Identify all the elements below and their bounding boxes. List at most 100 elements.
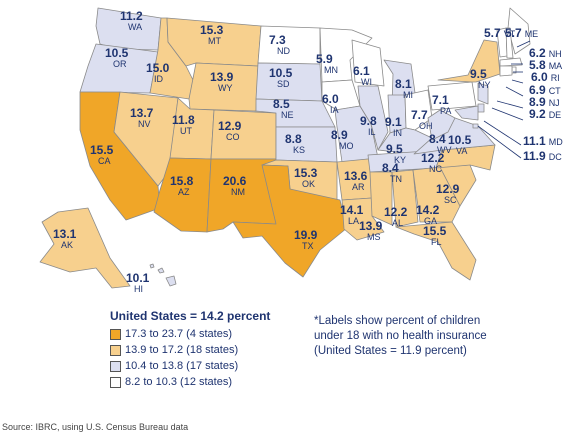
state-abbrev: HI xyxy=(134,284,143,294)
state-value: 8.5 xyxy=(273,97,290,111)
legend-item: 8.2 to 10.3 (12 states) xyxy=(110,374,310,390)
state-label-ms: 13.9 MS xyxy=(359,219,383,242)
state-label-oh: 7.7 OH xyxy=(411,108,433,131)
legend-swatch xyxy=(110,344,121,356)
state-value: 15.5 xyxy=(423,224,447,238)
state-abbrev: NJ xyxy=(549,98,560,108)
state-abbrev: OR xyxy=(113,59,127,69)
state-co xyxy=(210,109,277,160)
state-abbrev: MI xyxy=(403,90,413,100)
state-nc xyxy=(435,144,496,171)
state-value: 15.8 xyxy=(170,174,194,188)
state-value: 12.9 xyxy=(218,119,242,133)
legend-item-label: 8.2 to 10.3 (12 states) xyxy=(125,376,233,388)
state-value: 9.2 xyxy=(529,107,546,121)
state-label-de: 9.2 DE xyxy=(529,107,561,121)
state-abbrev: CO xyxy=(226,132,240,142)
state-value: 11.8 xyxy=(172,113,195,127)
state-md xyxy=(454,105,479,121)
state-value: 7.3 xyxy=(269,33,286,47)
state-label-wa: 11.2 WA xyxy=(120,9,143,32)
state-label-al: 12.2 AL xyxy=(384,205,408,228)
state-value: 13.6 xyxy=(344,169,368,183)
footnote-line: (United States = 11.9 percent) xyxy=(314,345,467,357)
footnote-line: under 18 with no health insurance xyxy=(314,330,487,342)
state-ct xyxy=(499,65,513,77)
state-abbrev: NY xyxy=(478,80,491,90)
state-label-co: 12.9 CO xyxy=(218,119,242,142)
state-value: 7.1 xyxy=(432,93,449,107)
state-dc xyxy=(472,123,479,129)
legend-item: 13.9 to 17.2 (18 states) xyxy=(110,342,310,358)
state-wv xyxy=(427,109,456,141)
state-value: 12.9 xyxy=(436,182,460,196)
state-abbrev: LA xyxy=(348,216,359,226)
state-value: 8.4 xyxy=(382,161,399,175)
legend-swatch xyxy=(110,360,121,372)
state-label-la: 14.1 LA xyxy=(340,203,364,226)
state-value: 8.9 xyxy=(331,128,348,142)
state-value: 5.7 xyxy=(505,26,522,40)
state-label-ks: 8.8 KS xyxy=(285,132,305,155)
state-abbrev: OK xyxy=(302,179,315,189)
state-abbrev: WA xyxy=(128,22,142,32)
legend: United States = 14.2 percent 17.3 to 23.… xyxy=(110,309,310,390)
state-abbrev: NM xyxy=(231,187,245,197)
state-label-nc: 12.2 NC xyxy=(421,151,445,174)
state-value: 13.7 xyxy=(130,106,154,120)
state-al xyxy=(391,169,419,228)
state-label-ma: 5.8 MA xyxy=(529,58,562,72)
state-value: 20.6 xyxy=(223,174,247,188)
state-oh xyxy=(404,89,433,131)
state-abbrev: KY xyxy=(394,155,406,165)
state-abbrev: IN xyxy=(393,128,402,138)
state-abbrev: ME xyxy=(525,29,539,39)
state-value: 14.2 xyxy=(416,203,440,217)
state-label-nj: 8.9 NJ xyxy=(529,95,560,109)
state-value: 8.1 xyxy=(395,77,412,91)
state-nj xyxy=(477,82,489,105)
state-abbrev: RI xyxy=(551,73,560,83)
state-abbrev: MS xyxy=(367,232,381,242)
state-label-ia: 6.0 IA xyxy=(322,92,339,115)
legend-item-label: 13.9 to 17.2 (18 states) xyxy=(125,344,239,356)
state-abbrev: VA xyxy=(456,146,467,156)
state-abbrev: OH xyxy=(419,121,433,131)
state-value: 5.9 xyxy=(316,52,333,66)
state-value: 6.2 xyxy=(529,46,546,60)
state-label-tx: 19.9 TX xyxy=(294,228,318,251)
state-label-or: 10.5 OR xyxy=(105,46,129,69)
legend-item-label: 10.4 to 13.8 (17 states) xyxy=(125,360,239,372)
state-tx xyxy=(232,164,348,278)
state-label-mi: 8.1 MI xyxy=(395,77,413,100)
state-abbrev: FL xyxy=(431,237,442,247)
state-value: 8.9 xyxy=(529,95,546,109)
state-abbrev: DE xyxy=(549,110,562,120)
state-label-tn: 8.4 TN xyxy=(382,161,402,184)
state-label-sc: 12.9 SC xyxy=(436,182,460,205)
state-label-nh: 6.2 NH xyxy=(529,46,562,60)
state-value: 11.9 xyxy=(523,149,546,163)
state-abbrev: CT xyxy=(549,86,561,96)
state-value: 7.7 xyxy=(411,108,428,122)
state-abbrev: MA xyxy=(549,61,563,71)
state-abbrev: NE xyxy=(281,110,294,120)
state-ma xyxy=(499,57,523,67)
state-abbrev: NH xyxy=(549,49,562,59)
state-value: 15.3 xyxy=(294,166,318,180)
state-abbrev: SD xyxy=(277,79,290,89)
state-value: 6.9 xyxy=(529,83,546,97)
state-abbrev: CA xyxy=(98,156,111,166)
state-value: 9.1 xyxy=(385,115,402,129)
state-abbrev: MN xyxy=(324,65,338,75)
state-abbrev: MT xyxy=(208,36,221,46)
state-value: 15.0 xyxy=(146,61,170,75)
state-value: 8.8 xyxy=(285,132,302,146)
state-label-vt: 5.7 VT xyxy=(484,26,516,40)
state-nd xyxy=(257,25,321,65)
state-value: 6.0 xyxy=(531,70,548,84)
state-value: 8.4 xyxy=(429,132,446,146)
state-abbrev: NV xyxy=(138,119,151,129)
state-me xyxy=(507,7,531,55)
